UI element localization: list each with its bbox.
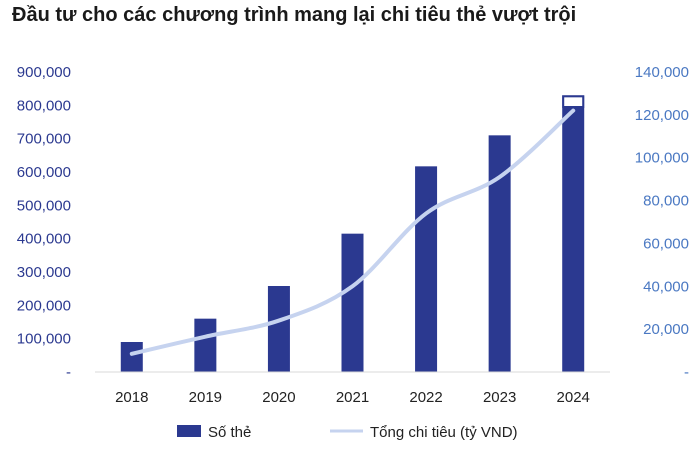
- left-axis-tick-label: 900,000: [17, 64, 71, 81]
- chart-title: Đầu tư cho các chương trình mang lại chi…: [12, 4, 577, 26]
- bar-2018: [120, 342, 143, 372]
- x-axis-tick-label: 2024: [557, 389, 590, 406]
- bar-2023: [488, 135, 511, 372]
- left-axis-tick-label: 400,000: [17, 231, 71, 248]
- bar-2021: [341, 233, 364, 372]
- right-axis-tick-label: 120,000: [635, 107, 689, 124]
- line-total-spending: [129, 108, 576, 356]
- bar-2022: [415, 166, 438, 372]
- x-axis-tick-label: 2021: [336, 389, 369, 406]
- bar-2024: [562, 95, 585, 372]
- right-axis-tick-label: 60,000: [643, 235, 689, 252]
- left-axis-tick-label: 100,000: [17, 331, 71, 348]
- right-axis-tick-label: 80,000: [643, 193, 689, 210]
- legend-line-label: Tổng chi tiêu (tỷ VND): [370, 424, 518, 441]
- left-axis-tick-label: 500,000: [17, 197, 71, 214]
- left-axis: - 100,000 200,000 300,000 400,000 500,000 600,…: [17, 64, 71, 381]
- left-axis-tick-label: 600,000: [17, 164, 71, 181]
- right-axis-tick-label: 20,000: [643, 321, 689, 338]
- line-series: [129, 108, 576, 356]
- legend-bar-label: Số thẻ: [208, 424, 251, 441]
- bar-2020: [267, 286, 290, 372]
- left-axis-tick-label: 700,000: [17, 131, 71, 148]
- x-axis: 2018 2019 2020 2021 2022 2023 2024: [115, 389, 590, 406]
- legend: Số thẻ Tổng chi tiêu (tỷ VND): [177, 424, 518, 441]
- right-axis-tick-label: 100,000: [635, 150, 689, 167]
- right-axis-tick-label: 140,000: [635, 64, 689, 81]
- bar-2019: [194, 318, 217, 372]
- bar-highlight-segment-2024: [562, 95, 585, 109]
- left-axis-tick-label: 800,000: [17, 97, 71, 114]
- legend-bar-swatch: [177, 425, 201, 437]
- x-axis-tick-label: 2019: [189, 389, 222, 406]
- x-axis-tick-label: 2018: [115, 389, 148, 406]
- x-axis-tick-label: 2020: [262, 389, 295, 406]
- right-axis: - 20,000 40,000 60,000 80,000 100,000 120,000 1…: [635, 64, 689, 381]
- left-axis-tick-label: -: [66, 364, 71, 381]
- x-axis-tick-label: 2022: [409, 389, 442, 406]
- left-axis-tick-label: 200,000: [17, 297, 71, 314]
- left-axis-tick-label: 300,000: [17, 264, 71, 281]
- x-axis-tick-label: 2023: [483, 389, 516, 406]
- right-axis-tick-label: 40,000: [643, 278, 689, 295]
- bar-series: [120, 95, 585, 372]
- right-axis-tick-label: -: [684, 364, 689, 381]
